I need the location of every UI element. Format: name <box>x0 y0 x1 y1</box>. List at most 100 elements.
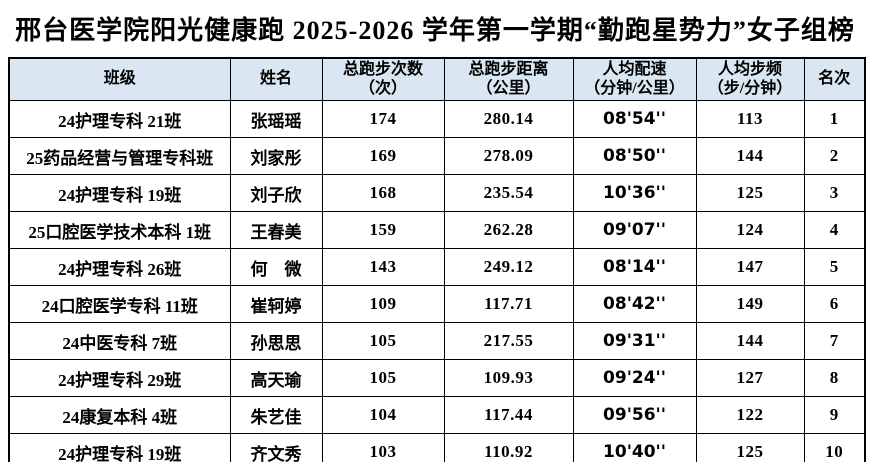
cell-runs: 174 <box>321 100 445 138</box>
cell-pace: 08'42'' <box>572 285 697 323</box>
cell-distance: 280.14 <box>443 100 574 138</box>
cell-distance: 278.09 <box>443 137 574 175</box>
cell-pace: 09'07'' <box>572 211 697 249</box>
cell-name: 高天瑜 <box>229 359 323 397</box>
cell-runs: 159 <box>321 211 445 249</box>
cell-cadence: 127 <box>695 359 805 397</box>
cell-distance: 262.28 <box>443 211 574 249</box>
cell-cadence: 113 <box>695 100 805 138</box>
table-row: 24护理专科 19班 齐文秀 103 110.92 10'40'' 125 10 <box>8 433 866 462</box>
table-header-row: 班级 姓名 总跑步次数 （次） 总跑步距离 （公里） 人均配速 （分钟/ <box>8 57 866 101</box>
cell-distance: 109.93 <box>443 359 574 397</box>
column-header-pace-label: 人均配速 <box>602 60 667 78</box>
cell-cadence: 125 <box>695 174 805 212</box>
column-header-name: 姓名 <box>229 57 323 101</box>
column-header-distance: 总跑步距离 （公里） <box>443 57 574 101</box>
column-header-runs: 总跑步次数 （次） <box>321 57 445 101</box>
table-body: 24护理专科 21班 张瑶瑶 174 280.14 08'54'' 113 1 … <box>8 100 866 462</box>
cell-cadence: 144 <box>695 137 805 175</box>
cell-cadence: 125 <box>695 433 805 462</box>
cell-distance: 235.54 <box>443 174 574 212</box>
cell-rank: 7 <box>803 322 866 360</box>
cell-runs: 169 <box>321 137 445 175</box>
cell-rank: 3 <box>803 174 866 212</box>
cell-distance: 217.55 <box>443 322 574 360</box>
cell-rank: 1 <box>803 100 866 138</box>
page-title: 邢台医学院阳光健康跑 2025-2026 学年第一学期“勤跑星势力”女子组榜 <box>15 16 855 45</box>
table-row: 24护理专科 21班 张瑶瑶 174 280.14 08'54'' 113 1 <box>8 100 866 138</box>
column-header-name-label: 姓名 <box>259 70 292 88</box>
cell-cadence: 144 <box>695 322 805 360</box>
cell-class: 25口腔医学技术本科 1班 <box>8 211 231 249</box>
cell-distance: 110.92 <box>443 433 574 462</box>
cell-class: 24康复本科 4班 <box>8 396 231 434</box>
cell-name: 何 微 <box>229 248 323 286</box>
column-header-cadence-label: 人均步频 <box>717 60 782 78</box>
cell-runs: 105 <box>321 322 445 360</box>
cell-cadence: 122 <box>695 396 805 434</box>
cell-rank: 5 <box>803 248 866 286</box>
cell-class: 24护理专科 26班 <box>8 248 231 286</box>
column-header-cadence: 人均步频 （步/分钟） <box>695 57 805 101</box>
cell-class: 24护理专科 29班 <box>8 359 231 397</box>
cell-name: 王春美 <box>229 211 323 249</box>
cell-class: 24护理专科 19班 <box>8 174 231 212</box>
cell-runs: 104 <box>321 396 445 434</box>
cell-name: 刘家彤 <box>229 137 323 175</box>
cell-name: 齐文秀 <box>229 433 323 462</box>
cell-rank: 8 <box>803 359 866 397</box>
cell-pace: 10'36'' <box>572 174 697 212</box>
cell-name: 刘子欣 <box>229 174 323 212</box>
column-header-pace: 人均配速 （分钟/公里） <box>572 57 697 101</box>
cell-runs: 105 <box>321 359 445 397</box>
cell-pace: 09'56'' <box>572 396 697 434</box>
cell-class: 24护理专科 19班 <box>8 433 231 462</box>
table-row: 24护理专科 19班 刘子欣 168 235.54 10'36'' 125 3 <box>8 174 866 212</box>
table-row: 25口腔医学技术本科 1班 王春美 159 262.28 09'07'' 124… <box>8 211 866 249</box>
cell-pace: 09'31'' <box>572 322 697 360</box>
cell-distance: 117.71 <box>443 285 574 323</box>
column-header-cadence-unit: （步/分钟） <box>707 79 793 97</box>
column-header-runs-unit: （次） <box>358 79 407 97</box>
cell-rank: 4 <box>803 211 866 249</box>
cell-pace: 10'40'' <box>572 433 697 462</box>
cell-rank: 9 <box>803 396 866 434</box>
table-row: 24护理专科 29班 高天瑜 105 109.93 09'24'' 127 8 <box>8 359 866 397</box>
cell-runs: 103 <box>321 433 445 462</box>
column-header-distance-label: 总跑步距离 <box>468 60 549 78</box>
column-header-rank-label: 名次 <box>818 70 851 88</box>
table-row: 25药品经营与管理专科班 刘家彤 169 278.09 08'50'' 144 … <box>8 137 866 175</box>
cell-class: 25药品经营与管理专科班 <box>8 137 231 175</box>
ranking-table: 班级 姓名 总跑步次数 （次） 总跑步距离 （公里） 人均配速 （分钟/ <box>8 57 866 462</box>
table-row: 24口腔医学专科 11班 崔轲婷 109 117.71 08'42'' 149 … <box>8 285 866 323</box>
table-row: 24中医专科 7班 孙思思 105 217.55 09'31'' 144 7 <box>8 322 866 360</box>
cell-cadence: 147 <box>695 248 805 286</box>
cell-class: 24中医专科 7班 <box>8 322 231 360</box>
cell-rank: 2 <box>803 137 866 175</box>
cell-pace: 08'54'' <box>572 100 697 138</box>
cell-cadence: 149 <box>695 285 805 323</box>
cell-name: 孙思思 <box>229 322 323 360</box>
cell-pace: 08'50'' <box>572 137 697 175</box>
cell-name: 崔轲婷 <box>229 285 323 323</box>
cell-distance: 249.12 <box>443 248 574 286</box>
column-header-pace-unit: （分钟/公里） <box>584 79 685 97</box>
cell-runs: 168 <box>321 174 445 212</box>
cell-rank: 10 <box>803 433 866 462</box>
cell-class: 24护理专科 21班 <box>8 100 231 138</box>
column-header-rank: 名次 <box>803 57 866 101</box>
table-row: 24康复本科 4班 朱艺佳 104 117.44 09'56'' 122 9 <box>8 396 866 434</box>
cell-runs: 143 <box>321 248 445 286</box>
cell-rank: 6 <box>803 285 866 323</box>
cell-name: 张瑶瑶 <box>229 100 323 138</box>
column-header-class: 班级 <box>8 57 231 101</box>
cell-pace: 08'14'' <box>572 248 697 286</box>
cell-cadence: 124 <box>695 211 805 249</box>
column-header-class-label: 班级 <box>103 70 136 88</box>
table-row: 24护理专科 26班 何 微 143 249.12 08'14'' 147 5 <box>8 248 866 286</box>
cell-distance: 117.44 <box>443 396 574 434</box>
cell-class: 24口腔医学专科 11班 <box>8 285 231 323</box>
cell-runs: 109 <box>321 285 445 323</box>
cell-pace: 09'24'' <box>572 359 697 397</box>
